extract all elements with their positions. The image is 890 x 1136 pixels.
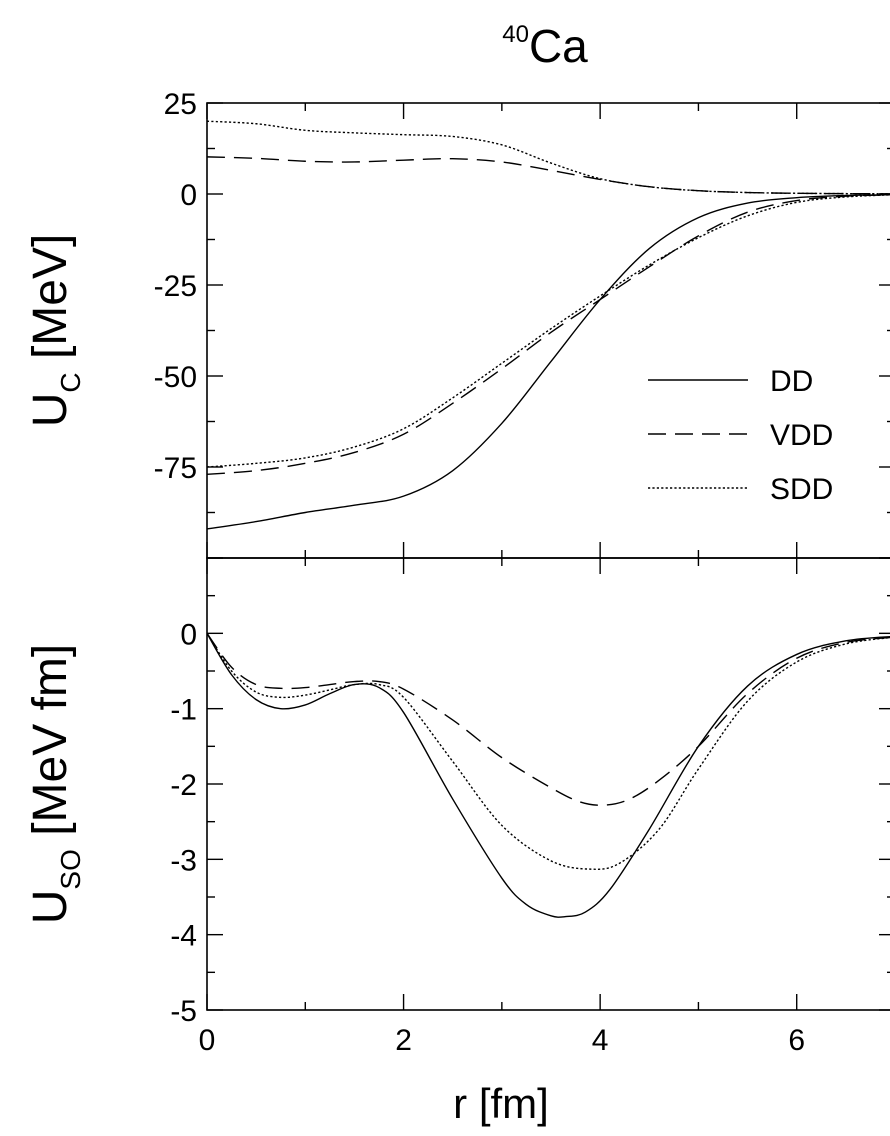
bottom-ylabel-sub: SO [55, 849, 86, 889]
sdd-top-curve [207, 194, 890, 468]
bottom-ytick-label: -4 [170, 920, 197, 953]
top-ytick-label: -25 [154, 270, 197, 303]
bottom-ytick-label: -5 [170, 995, 197, 1028]
legend-label-dd: DD [770, 365, 813, 398]
bottom-ytick-label: 0 [180, 618, 197, 651]
bottom-ylabel: USO [MeV fm] [24, 644, 86, 925]
dotted-top-curve [207, 120, 890, 195]
legend: DD VDD SDD [648, 365, 833, 506]
legend-label-vdd: VDD [770, 419, 833, 452]
vdd-bottom-curve [207, 632, 890, 806]
bottom-plot-frame [206, 557, 890, 1011]
dashed-top-curve [207, 156, 890, 195]
xlabel: r [fm] [453, 1080, 549, 1127]
legend-label-sdd: SDD [770, 473, 833, 506]
top-ytick-label: 25 [164, 88, 197, 121]
top-panel: 25 0 -25 -50 -75 [154, 88, 890, 559]
dd-bottom-curve [207, 632, 890, 918]
figure-title: 40Ca [502, 20, 588, 72]
sdd-bottom-curve [207, 632, 890, 870]
top-ylabel-sub: C [55, 372, 86, 392]
top-ytick-label: 0 [180, 179, 197, 212]
top-ylabel-rest: [MeV] [24, 234, 77, 373]
top-ytick-label: -75 [154, 452, 197, 485]
xtick-label: 6 [788, 1024, 805, 1057]
bottom-ylabel-main: U [24, 890, 77, 925]
bottom-ytick-label: -1 [170, 694, 197, 727]
top-ylabel-main: U [24, 393, 77, 428]
figure-title-main: Ca [529, 20, 588, 72]
xtick-label: 2 [395, 1024, 412, 1057]
axis-labels: UC [MeV]USO [MeV fm]r [fm] [24, 234, 549, 1127]
bottom-ytick-label: -2 [170, 769, 197, 802]
dd-top-curve [207, 194, 890, 530]
figure-title-superscript: 40 [502, 21, 529, 48]
top-ytick-label: -50 [154, 361, 197, 394]
bottom-ytick-label: -3 [170, 844, 197, 877]
bottom-ylabel-rest: [MeV fm] [24, 644, 77, 849]
vdd-top-curve [207, 194, 890, 475]
top-ylabel: UC [MeV] [24, 234, 86, 428]
bottom-panel: 0-1-2-3-4-50 2 4 6 [170, 557, 890, 1057]
xtick-label: 0 [199, 1024, 216, 1057]
xtick-label: 4 [592, 1024, 609, 1057]
